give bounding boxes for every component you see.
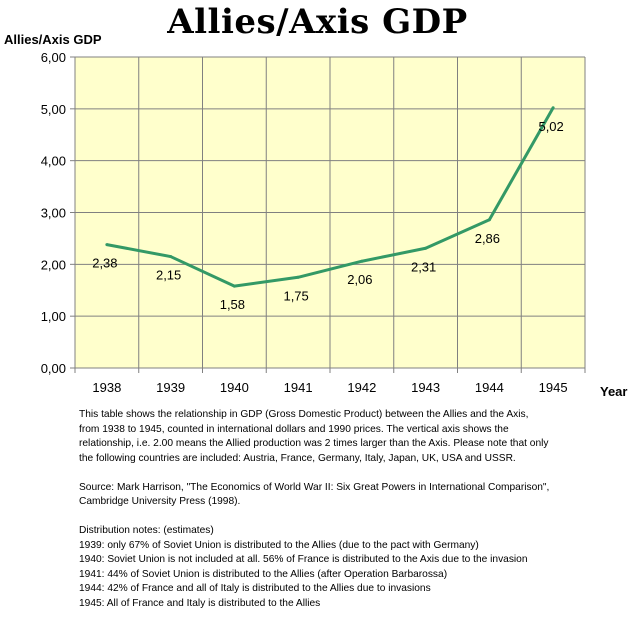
data-point — [487, 218, 491, 222]
notes-block: This table shows the relationship in GDP… — [79, 408, 599, 611]
distribution-line: 1944: 42% of France and all of Italy is … — [79, 583, 431, 594]
data-point — [169, 255, 173, 259]
line-chart: 0,00 1,00 2,00 3,00 4,00 5,00 6,00 1938 1939 194… — [41, 50, 586, 395]
distribution-line: 1939: only 67% of Soviet Union is distri… — [79, 539, 479, 551]
y-tick-label: 6,00 — [41, 50, 66, 65]
data-label: 2,31 — [411, 259, 436, 274]
data-point — [105, 243, 109, 247]
distribution-line: Distribution notes: (estimates) — [79, 525, 214, 536]
y-tick-label: 1,00 — [41, 309, 66, 324]
series-line-group — [106, 107, 555, 288]
distribution-line: 1940: Soviet Union is not included at al… — [79, 554, 528, 565]
data-label: 2,15 — [156, 268, 181, 283]
y-tick-label: 0,00 — [41, 361, 66, 376]
data-label: 1,58 — [220, 297, 245, 312]
data-label: 2,38 — [92, 256, 117, 271]
x-tick-label: 1941 — [284, 380, 313, 395]
data-label: 5,02 — [538, 119, 563, 134]
description-line: the following countries are included: Au… — [79, 452, 516, 464]
chart-title: Allies/Axis GDP — [167, 2, 468, 42]
y-tick-label: 5,00 — [41, 102, 66, 117]
distribution-notes: Distribution notes: (estimates) 1939: onl… — [79, 524, 599, 611]
y-tick-label: 3,00 — [41, 206, 66, 221]
source-line: Source: Mark Harrison, "The Economics of… — [79, 481, 550, 493]
data-point — [296, 275, 300, 279]
y-tick-labels: 0,00 1,00 2,00 3,00 4,00 5,00 6,00 — [41, 50, 66, 376]
x-axis-label: Year — [600, 384, 628, 399]
distribution-line: 1941: 44% of Soviet Union is distributed… — [79, 568, 448, 580]
data-points — [105, 106, 555, 288]
data-label: 2,86 — [475, 231, 500, 246]
description-line: relationship, i.e. 2.00 means the Allied… — [79, 438, 549, 449]
source-line: Cambridge University Press (1998). — [79, 496, 241, 507]
x-tick-label: 1943 — [411, 380, 440, 395]
description-text: This table shows the relationship in GDP… — [79, 408, 599, 466]
gridlines — [70, 56, 586, 373]
y-tick-label: 4,00 — [41, 154, 66, 169]
x-tick-label: 1944 — [475, 380, 504, 395]
data-point — [551, 106, 555, 110]
description-line: from 1938 to 1945, counted in internatio… — [79, 423, 509, 435]
data-point — [232, 284, 236, 288]
source-text: Source: Mark Harrison, "The Economics of… — [79, 481, 599, 510]
data-label: 1,75 — [283, 288, 308, 303]
data-label: 2,06 — [347, 272, 372, 287]
x-tick-label: 1945 — [539, 380, 568, 395]
x-tick-label: 1938 — [92, 380, 121, 395]
x-tick-labels: 1938 1939 1940 1941 1942 1943 1944 1945 — [92, 380, 567, 395]
series-line — [106, 107, 555, 288]
distribution-line: 1945: All of France and Italy is distrib… — [79, 597, 321, 609]
data-point — [424, 246, 428, 250]
x-tick-label: 1940 — [220, 380, 249, 395]
y-axis-label: Allies/Axis GDP — [4, 32, 102, 47]
x-tick-label: 1942 — [347, 380, 376, 395]
data-labels: 2,38 2,15 1,58 1,75 2,06 2,31 2,86 5,02 — [92, 119, 564, 312]
description-line: This table shows the relationship in GDP… — [79, 409, 529, 420]
data-point — [360, 259, 364, 263]
y-tick-label: 2,00 — [41, 257, 66, 272]
x-tick-label: 1939 — [156, 380, 185, 395]
